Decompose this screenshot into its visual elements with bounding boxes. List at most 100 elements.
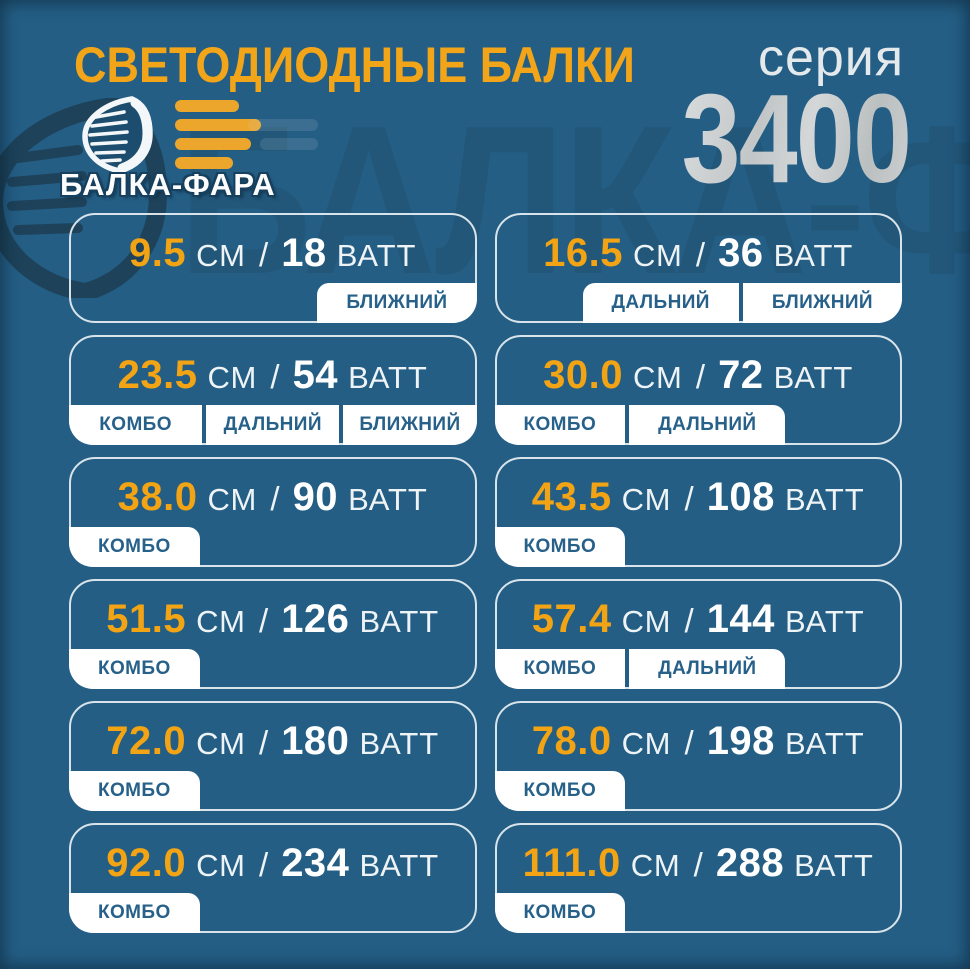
card-spec: 16.5 СМ / 36 ВАТТ [497, 215, 901, 276]
size-unit: СМ [633, 238, 683, 273]
beam-type-tag: ДАЛЬНИЙ [206, 405, 340, 445]
power-unit: ВАТТ [773, 360, 854, 395]
size-value: 38.0 [117, 475, 198, 519]
size-unit: СМ [630, 848, 681, 883]
beam-type-tag: БЛИЖНИЙ [343, 405, 477, 445]
beam-type-tags: КОМБО [69, 893, 200, 933]
power-value: 288 [715, 841, 785, 885]
beam-type-tags: КОМБО ДАЛЬНИЙ [494, 649, 786, 689]
size-value: 111.0 [522, 841, 621, 885]
size-value: 23.5 [117, 353, 198, 397]
power-value: 108 [706, 475, 775, 519]
beam-type-tag: ДАЛЬНИЙ [629, 405, 786, 445]
beam-type-tags: КОМБО [69, 771, 200, 811]
card-spec: 78.0 СМ / 198 ВАТТ [497, 703, 901, 764]
power-unit: ВАТТ [348, 360, 428, 395]
card-spec: 111.0 СМ / 288 ВАТТ [497, 825, 901, 886]
size-value: 57.4 [531, 597, 612, 641]
card-spec: 72.0 СМ / 180 ВАТТ [71, 703, 475, 764]
size-value: 92.0 [106, 841, 187, 885]
separator: / [695, 236, 706, 273]
series-label: серия [757, 29, 904, 87]
beam-type-tags: КОМБО [494, 771, 626, 811]
separator: / [270, 480, 280, 517]
power-value: 234 [281, 841, 350, 885]
size-unit: СМ [207, 482, 258, 517]
product-card: 51.5 СМ / 126 ВАТТ КОМБО [69, 579, 477, 689]
card-spec: 51.5 СМ / 126 ВАТТ [71, 581, 475, 642]
power-unit: ВАТТ [359, 726, 440, 761]
product-card: 111.0 СМ / 288 ВАТТ КОМБО [494, 823, 902, 933]
card-spec: 23.5 СМ / 54 ВАТТ [71, 337, 475, 398]
power-value: 126 [281, 597, 350, 641]
card-spec: 9.5 СМ / 18 ВАТТ [71, 215, 475, 276]
card-spec: 92.0 СМ / 234 ВАТТ [71, 825, 475, 886]
size-unit: СМ [196, 238, 247, 273]
power-unit: ВАТТ [359, 848, 440, 883]
beam-type-tags: КОМБО [69, 527, 200, 567]
beam-type-tags: КОМБО [69, 649, 200, 689]
brand-name: БАЛКА-ФАРА [60, 167, 276, 202]
size-value: 72.0 [106, 719, 187, 763]
size-unit: СМ [196, 848, 247, 883]
size-value: 16.5 [543, 231, 624, 275]
power-unit: ВАТТ [359, 604, 440, 639]
power-unit: ВАТТ [784, 482, 865, 517]
page-title: СВЕТОДИОДНЫЕ БАЛКИ [74, 37, 635, 93]
beam-type-tag: КОМБО [69, 527, 200, 567]
size-value: 30.0 [543, 353, 624, 397]
card-spec: 38.0 СМ / 90 ВАТТ [71, 459, 475, 520]
power-value: 144 [706, 597, 775, 641]
power-value: 18 [281, 231, 327, 275]
product-card: 57.4 СМ / 144 ВАТТ КОМБО ДАЛЬНИЙ [494, 579, 902, 689]
size-unit: СМ [207, 360, 258, 395]
beam-type-tag: БЛИЖНИЙ [317, 283, 477, 323]
power-value: 90 [292, 475, 339, 519]
beam-bars-icon [175, 100, 261, 169]
size-value: 9.5 [129, 231, 187, 275]
size-unit: СМ [621, 726, 672, 761]
background-watermark: БАЛКА-ФАРА [0, 86, 970, 314]
separator: / [259, 236, 269, 273]
separator: / [270, 358, 280, 395]
power-unit: ВАТТ [784, 604, 865, 639]
series-number: 3400 [681, 68, 911, 209]
product-card: 9.5 СМ / 18 ВАТТ БЛИЖНИЙ [69, 213, 477, 323]
size-unit: СМ [196, 604, 247, 639]
beam-type-tag: КОМБО [69, 893, 200, 933]
power-value: 36 [718, 231, 764, 275]
size-unit: СМ [633, 360, 683, 395]
product-card: 38.0 СМ / 90 ВАТТ КОМБО [69, 457, 477, 567]
separator: / [684, 602, 694, 639]
beam-type-tag: ДАЛЬНИЙ [629, 649, 786, 689]
size-unit: СМ [621, 604, 672, 639]
separator: / [695, 358, 706, 395]
card-spec: 57.4 СМ / 144 ВАТТ [497, 581, 901, 642]
separator: / [259, 724, 269, 761]
beam-type-tags: ДАЛЬНИЙ БЛИЖНИЙ [582, 283, 902, 323]
power-unit: ВАТТ [773, 238, 854, 273]
beam-type-tags: КОМБО [494, 527, 626, 567]
power-value: 72 [718, 353, 764, 397]
size-value: 43.5 [531, 475, 612, 519]
beam-type-tag: БЛИЖНИЙ [742, 283, 902, 323]
beam-type-tag: КОМБО [69, 649, 200, 689]
product-card: 72.0 СМ / 180 ВАТТ КОМБО [69, 701, 477, 811]
size-unit: СМ [196, 726, 247, 761]
product-card: 43.5 СМ / 108 ВАТТ КОМБО [494, 457, 902, 567]
beam-type-tags: КОМБО [494, 893, 626, 933]
product-card: 23.5 СМ / 54 ВАТТ КОМБО ДАЛЬНИЙ БЛИЖНИЙ [69, 335, 477, 445]
power-unit: ВАТТ [348, 482, 428, 517]
size-unit: СМ [621, 482, 672, 517]
beam-type-tags: КОМБО ДАЛЬНИЙ [494, 405, 786, 445]
beam-type-tag: ДАЛЬНИЙ [582, 283, 739, 323]
separator: / [693, 846, 703, 883]
product-card: 16.5 СМ / 36 ВАТТ ДАЛЬНИЙ БЛИЖНИЙ [494, 213, 902, 323]
power-unit: ВАТТ [794, 848, 874, 883]
separator: / [259, 602, 269, 639]
size-value: 51.5 [106, 597, 187, 641]
beam-type-tag: КОМБО [494, 649, 626, 689]
brand-logo [80, 96, 320, 179]
beam-type-tag: КОМБО [69, 771, 200, 811]
product-card: 30.0 СМ / 72 ВАТТ КОМБО ДАЛЬНИЙ [494, 335, 902, 445]
